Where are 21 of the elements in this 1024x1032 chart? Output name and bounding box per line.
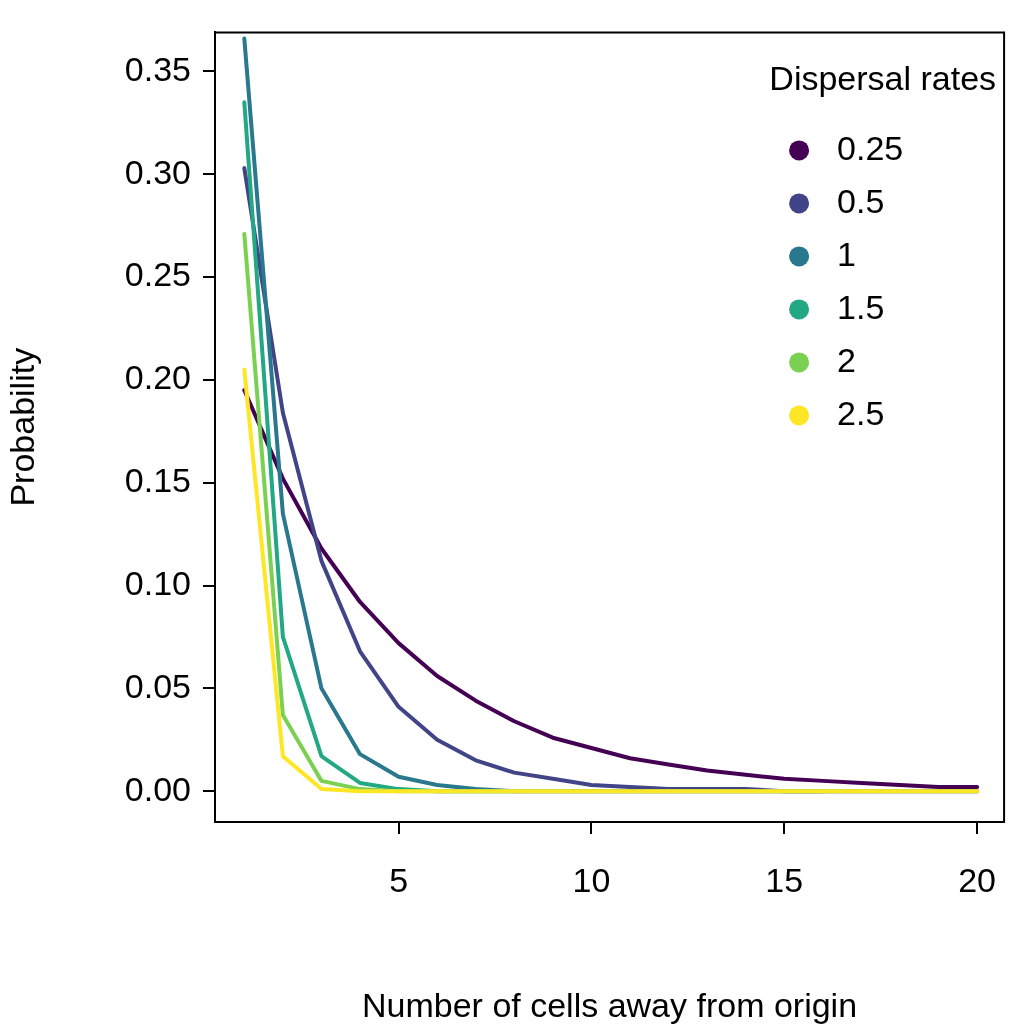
x-tick-label: 5 [389, 860, 409, 899]
legend-label: 0.5 [837, 181, 885, 220]
x-tick-label: 20 [958, 860, 996, 899]
legend-label: 2 [837, 340, 857, 379]
x-tick-label: 10 [572, 860, 611, 899]
x-axis-title: Number of cells away from origin [362, 985, 858, 1024]
y-tick-label: 0.00 [124, 769, 191, 808]
legend-label: 0.25 [837, 128, 904, 167]
y-tick-label: 0.10 [124, 563, 191, 602]
legend-label: 2.5 [837, 393, 885, 432]
legend-label: 1 [837, 234, 857, 273]
y-tick-label: 0.35 [124, 49, 191, 88]
y-tick-label: 0.15 [124, 461, 191, 500]
y-tick-label: 0.05 [124, 666, 191, 705]
y-tick-label: 0.30 [124, 152, 191, 191]
legend-title: Dispersal rates [769, 58, 997, 97]
y-tick-label: 0.25 [124, 255, 191, 294]
y-tick-label: 0.20 [124, 358, 191, 397]
x-tick-label: 15 [765, 860, 804, 899]
y-axis-title: Probability [2, 347, 41, 507]
legend-label: 1.5 [837, 287, 885, 326]
